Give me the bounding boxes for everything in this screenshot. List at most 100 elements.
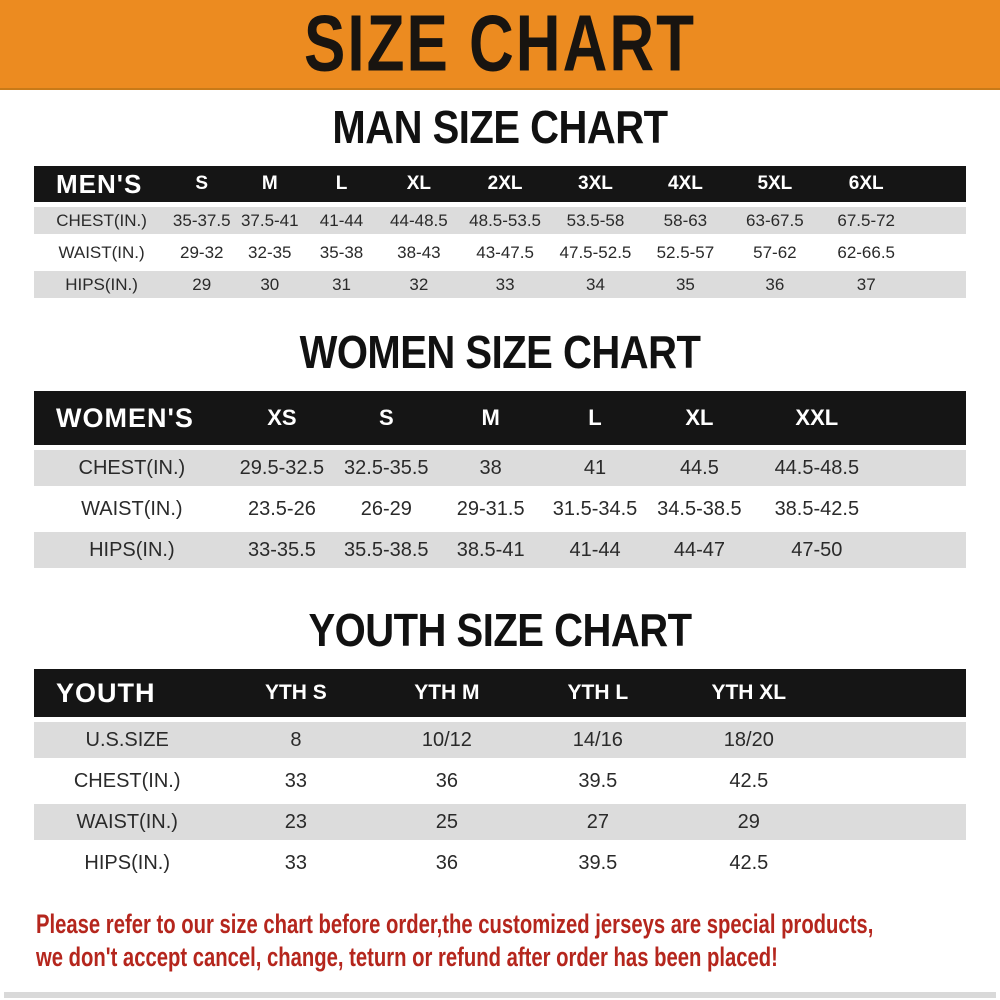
cell: 29 [673,804,825,840]
cell: 33 [459,271,551,298]
youth-size-chart-heading: YOUTH SIZE CHART [308,605,692,657]
cell: 44-48.5 [377,207,460,234]
column-header: XXL [751,391,883,445]
women-size-table: WOMEN'S XS S M L XL XXL CHEST(IN.) 29.5-32.5 32.5… [34,386,966,573]
table-row: U.S.SIZE 8 10/12 14/16 18/20 [34,722,966,758]
banner-title: SIZE CHART [304,0,696,89]
cell: 29-32 [169,239,235,266]
row-label: WAIST(IN.) [34,804,221,840]
cell: 39.5 [522,845,674,881]
table-row: HIPS(IN.) 29 30 31 32 33 34 35 36 37 [34,271,966,298]
men-size-table: MEN'S S M L XL 2XL 3XL 4XL 5XL 6XL CHEST(IN.) 35-37… [34,161,966,303]
filler-header [824,669,966,717]
table-group-label: MEN'S [34,166,170,202]
cell: 41 [542,450,648,486]
cell: 58-63 [640,207,731,234]
column-header: YTH S [220,669,372,717]
cell: 29-31.5 [438,491,543,527]
column-header: XL [377,166,460,202]
table-row: HIPS(IN.) 33-35.5 35.5-38.5 38.5-41 41-44 44-… [34,532,966,568]
cell: 35 [640,271,731,298]
column-header: 4XL [640,166,731,202]
row-label: U.S.SIZE [34,722,221,758]
column-header: XL [647,391,752,445]
table-row: WAIST(IN.) 29-32 32-35 35-38 38-43 43-47.5 47.… [34,239,966,266]
size-chart-banner: SIZE CHART [0,0,1000,90]
filler-cell [824,845,966,881]
cell: 38-43 [377,239,460,266]
cell: 37.5-41 [234,207,306,234]
cell: 44-47 [647,532,752,568]
cell: 39.5 [522,763,674,799]
column-header: 2XL [459,166,551,202]
table-header-row: YOUTH YTH S YTH M YTH L YTH XL [34,669,966,717]
cell: 25 [371,804,523,840]
column-header: L [305,166,378,202]
cell: 23.5-26 [229,491,335,527]
table-row: WAIST(IN.) 23 25 27 29 [34,804,966,840]
column-header: 6XL [819,166,913,202]
row-label: WAIST(IN.) [34,239,170,266]
cell: 26-29 [334,491,439,527]
table-group-label: WOMEN'S [34,391,230,445]
filler-cell [824,804,966,840]
table-group-label: YOUTH [34,669,221,717]
column-header: L [542,391,648,445]
cell: 10/12 [371,722,523,758]
filler-cell [912,239,966,266]
column-header: S [169,166,235,202]
filler-cell [882,450,966,486]
table-row: CHEST(IN.) 35-37.5 37.5-41 41-44 44-48.5 48.5… [34,207,966,234]
order-notice-line-1: Please refer to our size chart before or… [36,909,874,939]
cell: 33-35.5 [229,532,335,568]
cell: 34.5-38.5 [647,491,752,527]
table-row: CHEST(IN.) 29.5-32.5 32.5-35.5 38 41 44.5 44.5… [34,450,966,486]
cell: 67.5-72 [819,207,913,234]
cell: 8 [220,722,372,758]
cell: 42.5 [673,845,825,881]
column-header: S [334,391,439,445]
column-header: 3XL [550,166,641,202]
row-label: HIPS(IN.) [34,532,230,568]
cell: 35-37.5 [169,207,235,234]
cell: 18/20 [673,722,825,758]
filler-cell [824,763,966,799]
cell: 32 [377,271,460,298]
cell: 47-50 [751,532,883,568]
cell: 44.5-48.5 [751,450,883,486]
cell: 57-62 [730,239,820,266]
column-header: 5XL [730,166,820,202]
row-label: CHEST(IN.) [34,450,230,486]
cell: 38.5-41 [438,532,543,568]
cell: 62-66.5 [819,239,913,266]
cell: 34 [550,271,641,298]
column-header: YTH XL [673,669,825,717]
column-header: M [438,391,543,445]
cell: 37 [819,271,913,298]
filler-cell [882,491,966,527]
man-size-chart-heading: MAN SIZE CHART [332,102,668,154]
cell: 29 [169,271,235,298]
cell: 53.5-58 [550,207,641,234]
column-header: XS [229,391,335,445]
row-label: WAIST(IN.) [34,491,230,527]
table-row: WAIST(IN.) 23.5-26 26-29 29-31.5 31.5-34.5 34… [34,491,966,527]
filler-cell [824,722,966,758]
column-header: YTH M [371,669,523,717]
order-notice: Please refer to our size chart before or… [0,908,1000,974]
table-header-row: WOMEN'S XS S M L XL XXL [34,391,966,445]
cell: 31.5-34.5 [542,491,648,527]
order-notice-line-2: we don't accept cancel, change, teturn o… [36,942,778,972]
cell: 36 [730,271,820,298]
table-row: CHEST(IN.) 33 36 39.5 42.5 [34,763,966,799]
bottom-divider [4,992,996,998]
cell: 35-38 [305,239,378,266]
cell: 30 [234,271,306,298]
filler-header [912,166,966,202]
table-header-row: MEN'S S M L XL 2XL 3XL 4XL 5XL 6XL [34,166,966,202]
filler-cell [912,271,966,298]
row-label: CHEST(IN.) [34,763,221,799]
cell: 36 [371,763,523,799]
cell: 32.5-35.5 [334,450,439,486]
